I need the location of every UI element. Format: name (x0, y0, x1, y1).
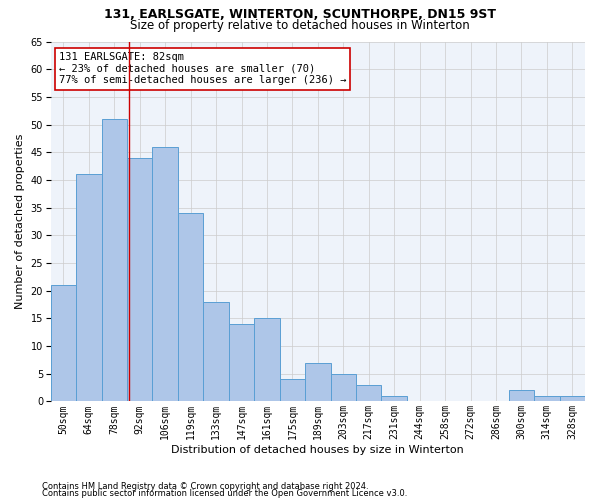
Y-axis label: Number of detached properties: Number of detached properties (15, 134, 25, 309)
X-axis label: Distribution of detached houses by size in Winterton: Distribution of detached houses by size … (172, 445, 464, 455)
Bar (509, 390, 534, 402)
Bar (254, 318, 280, 402)
Text: 131, EARLSGATE, WINTERTON, SCUNTHORPE, DN15 9ST: 131, EARLSGATE, WINTERTON, SCUNTHORPE, D… (104, 8, 496, 20)
Bar (127, 158, 152, 402)
Bar (203, 302, 229, 402)
Text: Size of property relative to detached houses in Winterton: Size of property relative to detached ho… (130, 19, 470, 32)
Bar (280, 380, 305, 402)
Text: Contains public sector information licensed under the Open Government Licence v3: Contains public sector information licen… (42, 490, 407, 498)
Text: 131 EARLSGATE: 82sqm
← 23% of detached houses are smaller (70)
77% of semi-detac: 131 EARLSGATE: 82sqm ← 23% of detached h… (59, 52, 346, 86)
Bar (229, 324, 254, 402)
Bar (331, 374, 356, 402)
Bar (534, 396, 560, 402)
Bar (382, 396, 407, 402)
Bar (560, 396, 585, 402)
Text: Contains HM Land Registry data © Crown copyright and database right 2024.: Contains HM Land Registry data © Crown c… (42, 482, 368, 491)
Bar (356, 385, 382, 402)
Bar (101, 119, 127, 402)
Bar (305, 362, 331, 402)
Bar (178, 213, 203, 402)
Bar (76, 174, 101, 402)
Bar (152, 146, 178, 402)
Bar (50, 285, 76, 402)
